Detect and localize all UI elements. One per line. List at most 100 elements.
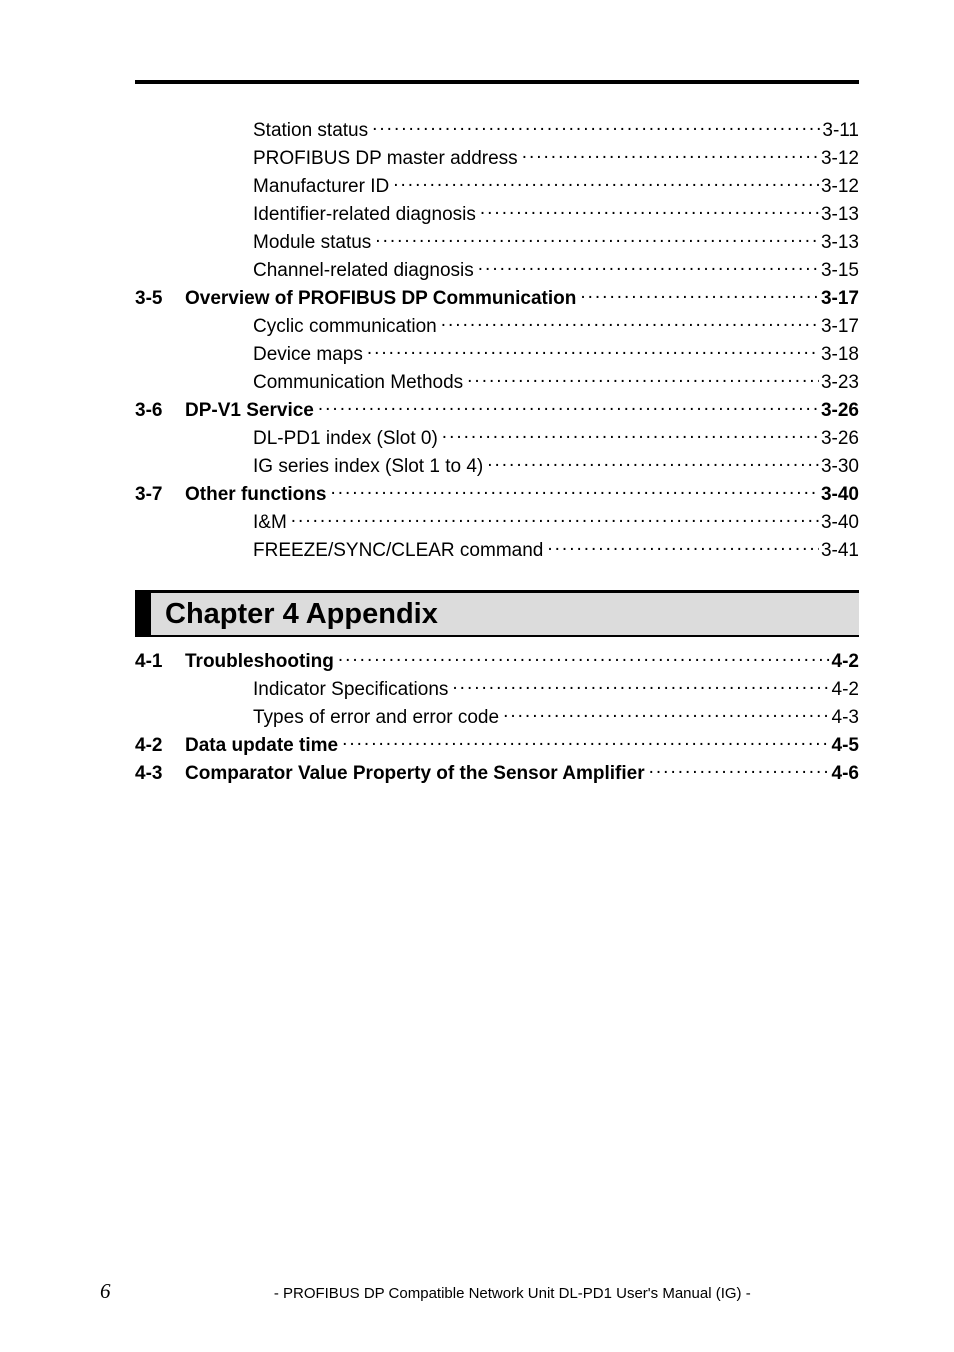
toc-label: Module status — [253, 232, 371, 254]
toc-lower: 4-1Troubleshooting4-2Indicator Specifica… — [135, 651, 859, 785]
toc-leader — [393, 176, 819, 192]
toc-page: 3-11 — [820, 120, 859, 142]
toc-line: 4-1Troubleshooting 4-2 — [135, 651, 859, 673]
toc-line: IG series index (Slot 1 to 4) 3-30 — [135, 456, 859, 478]
toc-leader — [522, 148, 819, 164]
toc-number: 3-6 — [135, 400, 185, 422]
toc-label: Communication Methods — [253, 372, 463, 394]
toc-line: Types of error and error code 4-3 — [135, 707, 859, 729]
chapter-under-bar — [135, 635, 859, 637]
toc-line: Identifier-related diagnosis 3-13 — [135, 204, 859, 226]
toc-leader — [547, 540, 819, 556]
toc-page: 3-26 — [819, 428, 859, 450]
toc-line: PROFIBUS DP master address 3-12 — [135, 148, 859, 170]
toc-page: 3-30 — [819, 456, 859, 478]
toc-page: 4-6 — [830, 763, 859, 785]
toc-line: Indicator Specifications 4-2 — [135, 679, 859, 701]
toc-line: DL-PD1 index (Slot 0) 3-26 — [135, 428, 859, 450]
toc-label: Identifier-related diagnosis — [253, 204, 476, 226]
toc-leader — [291, 512, 819, 528]
toc-page: 3-23 — [819, 372, 859, 394]
toc-label: DP-V1 Service — [185, 400, 314, 422]
toc-page: 3-17 — [819, 288, 859, 310]
toc-label: Manufacturer ID — [253, 176, 389, 198]
toc-page: 3-40 — [819, 512, 859, 534]
chapter-strip: Chapter 4 Appendix — [135, 593, 859, 635]
toc-line: Device maps 3-18 — [135, 344, 859, 366]
toc-page: 3-41 — [819, 540, 859, 562]
toc-page: 3-12 — [819, 148, 859, 170]
toc-leader — [367, 344, 819, 360]
top-rule — [135, 80, 859, 84]
toc-page: 3-17 — [819, 316, 859, 338]
toc-leader — [467, 372, 819, 388]
chapter-title: Chapter 4 Appendix — [165, 598, 438, 631]
toc-label: Other functions — [185, 484, 326, 506]
toc-leader — [478, 260, 819, 276]
toc-label: Station status — [253, 120, 368, 142]
toc-line: I&M 3-40 — [135, 512, 859, 534]
toc-line: 3-7Other functions 3-40 — [135, 484, 859, 506]
toc-page: 3-12 — [819, 176, 859, 198]
toc-leader — [442, 428, 819, 444]
toc-line: Station status 3-11 — [135, 120, 859, 142]
toc-label: Troubleshooting — [185, 651, 334, 673]
chapter-body: Chapter 4 Appendix — [151, 593, 859, 635]
toc-line: Communication Methods 3-23 — [135, 372, 859, 394]
toc-leader — [487, 456, 819, 472]
toc-line: FREEZE/SYNC/CLEAR command 3-41 — [135, 540, 859, 562]
toc-label: Indicator Specifications — [253, 679, 448, 701]
toc-page: 4-5 — [830, 735, 859, 757]
toc-label: I&M — [253, 512, 287, 534]
toc-leader — [342, 735, 829, 751]
toc-page: 3-13 — [819, 232, 859, 254]
toc-line: Channel-related diagnosis 3-15 — [135, 260, 859, 282]
toc-line: 3-6DP-V1 Service 3-26 — [135, 400, 859, 422]
toc-label: DL-PD1 index (Slot 0) — [253, 428, 438, 450]
toc-leader — [649, 763, 830, 779]
toc-upper: Station status 3-11 PROFIBUS DP master add… — [135, 120, 859, 562]
toc-label: Overview of PROFIBUS DP Communication — [185, 288, 576, 310]
toc-leader — [580, 288, 819, 304]
toc-page: 3-15 — [819, 260, 859, 282]
toc-leader — [330, 484, 819, 500]
toc-label: Device maps — [253, 344, 363, 366]
chapter-tab — [135, 593, 151, 635]
toc-page: 3-26 — [819, 400, 859, 422]
toc-number: 4-1 — [135, 651, 185, 673]
toc-number: 4-2 — [135, 735, 185, 757]
page: Station status 3-11 PROFIBUS DP master add… — [0, 0, 954, 1352]
toc-leader — [441, 316, 819, 332]
toc-label: Channel-related diagnosis — [253, 260, 474, 282]
toc-label: Comparator Value Property of the Sensor … — [185, 763, 645, 785]
toc-label: Types of error and error code — [253, 707, 499, 729]
toc-label: PROFIBUS DP master address — [253, 148, 518, 170]
toc-label: Cyclic communication — [253, 316, 437, 338]
toc-page: 3-13 — [819, 204, 859, 226]
toc-leader — [318, 400, 819, 416]
toc-page: 4-3 — [830, 707, 859, 729]
toc-label: FREEZE/SYNC/CLEAR command — [253, 540, 543, 562]
toc-line: Manufacturer ID 3-12 — [135, 176, 859, 198]
toc-page: 3-40 — [819, 484, 859, 506]
toc-label: Data update time — [185, 735, 338, 757]
toc-page: 4-2 — [830, 651, 859, 673]
toc-number: 3-7 — [135, 484, 185, 506]
toc-line: 4-2Data update time 4-5 — [135, 735, 859, 757]
toc-line: Module status 3-13 — [135, 232, 859, 254]
toc-leader — [452, 679, 829, 695]
toc-label: IG series index (Slot 1 to 4) — [253, 456, 483, 478]
footer: 6 - PROFIBUS DP Compatible Network Unit … — [0, 1279, 954, 1304]
toc-leader — [338, 651, 830, 667]
toc-leader — [372, 120, 820, 136]
toc-leader — [375, 232, 819, 248]
toc-leader — [503, 707, 829, 723]
toc-line: Cyclic communication 3-17 — [135, 316, 859, 338]
toc-leader — [480, 204, 819, 220]
toc-page: 4-2 — [830, 679, 859, 701]
toc-line: 3-5Overview of PROFIBUS DP Communication… — [135, 288, 859, 310]
toc-page: 3-18 — [819, 344, 859, 366]
footer-text: - PROFIBUS DP Compatible Network Unit DL… — [71, 1285, 954, 1302]
toc-number: 4-3 — [135, 763, 185, 785]
toc-line: 4-3Comparator Value Property of the Sens… — [135, 763, 859, 785]
